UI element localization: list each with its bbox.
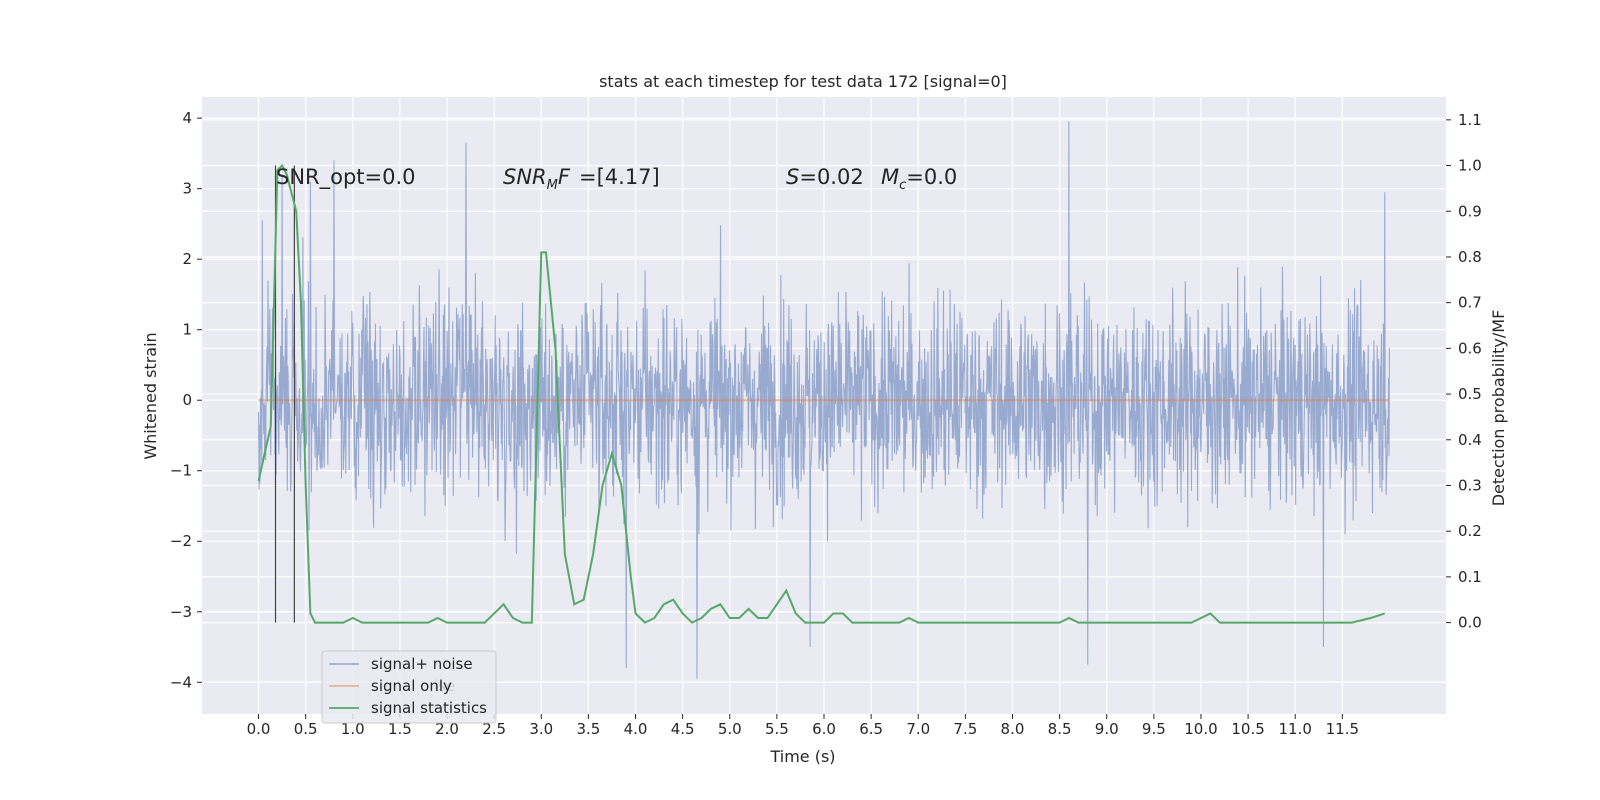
x-tick-label-15: 7.5 [953,720,977,738]
x-tick-label-18: 9.0 [1095,720,1119,738]
x-tick-label-8: 4.0 [624,720,648,738]
y-tick-label-3: −1 [170,462,192,480]
y2-tick-label-11: 1.1 [1458,111,1482,129]
y2-tick-label-8: 0.8 [1458,248,1482,266]
x-tick-label-12: 6.0 [812,720,836,738]
x-tick-label-1: 0.5 [294,720,318,738]
x-tick-label-21: 10.5 [1231,720,1264,738]
y-tick-label-8: 4 [182,109,192,127]
chart-title: stats at each timestep for test data 172… [599,72,1007,91]
y2-tick-label-9: 0.9 [1458,202,1482,220]
x-tick-label-3: 1.5 [388,720,412,738]
annotation-snr-mf-value: =[4.17] [579,165,660,189]
x-tick-label-0: 0.0 [247,720,271,738]
annotation-snr-mf-sub: M [547,178,558,193]
x-tick-label-6: 3.0 [529,720,553,738]
legend-box [321,650,497,724]
annotation-s: S=0.02 [786,165,864,189]
x-tick-label-16: 8.0 [1001,720,1025,738]
y-tick-label-7: 3 [182,180,192,198]
series-signal-statistics [257,163,1386,624]
y2-tick-label-7: 0.7 [1458,294,1482,312]
y2-tick-label-6: 0.6 [1458,339,1482,357]
y-tick-label-6: 2 [182,250,192,268]
x-tick-label-14: 7.0 [906,720,930,738]
x-tick-label-10: 5.0 [718,720,742,738]
y-tick-label-1: −3 [170,603,192,621]
y-tick-label-0: −4 [170,673,192,691]
y-axis-ticks: −4 −3 −2 −1 0 1 2 3 4 [170,109,202,691]
annotation-snr-mf-main: SNR [503,165,547,189]
x-tick-label-20: 10.0 [1184,720,1217,738]
x-tick-label-23: 11.5 [1326,720,1359,738]
annotation-mc: Mc=0.0 [881,165,957,193]
annotation-mc-sub: c [899,178,906,193]
x-tick-label-9: 4.5 [671,720,695,738]
x-tick-label-5: 2.5 [482,720,506,738]
y2-tick-label-4: 0.4 [1458,431,1482,449]
x-axis-label: Time (s) [769,747,835,766]
annotation-s-value: =0.02 [799,165,863,189]
x-tick-label-11: 5.5 [765,720,789,738]
y2-tick-label-3: 0.3 [1458,476,1482,494]
x-tick-label-19: 9.5 [1142,720,1166,738]
legend-ghost-text: ise [434,677,455,695]
y2-axis-ticks: 0.0 0.1 0.2 0.3 0.4 0.5 0.6 0.7 0.8 0.9 1.0 1.1 [1446,111,1482,632]
annotation-snr-mf-f: F [558,165,571,189]
x-axis-ticks: 0.0 0.5 1.0 1.5 2.0 2.5 3.0 3.5 4.0 4.5 5.0 5.5 6.0 6… [247,714,1359,738]
series-signal-noise [258,121,1390,679]
legend-label-signal-statistics: signal statistics [371,699,487,717]
y-tick-label-4: 0 [182,391,192,409]
x-tick-label-2: 1.0 [341,720,365,738]
y-tick-label-2: −2 [170,532,192,550]
y-tick-label-5: 1 [182,321,192,339]
y2-tick-label-10: 1.0 [1458,157,1482,175]
x-tick-label-13: 6.5 [859,720,883,738]
y2-tick-label-2: 0.2 [1458,522,1482,540]
annotation-mc-label: M [881,165,899,189]
x-tick-label-4: 2.0 [435,720,459,738]
annotation-s-label: S [786,165,799,189]
annotation-snr-mf: SNRMF [503,165,571,193]
annotation-snr-opt: SNR_opt=0.0 [276,165,416,190]
y2-axis-label: Detection probability/MF [1489,310,1508,507]
x-tick-label-17: 8.5 [1048,720,1072,738]
legend: signal+ noise ise signal only signal sta… [321,650,497,724]
noise-line [258,121,1390,679]
y2-tick-label-0: 0.0 [1458,614,1482,632]
x-tick-label-22: 11.0 [1279,720,1312,738]
y2-tick-label-1: 0.1 [1458,568,1482,586]
legend-label-signal-only: signal only [371,677,452,695]
x-tick-label-7: 3.5 [576,720,600,738]
annotation-mc-value: =0.0 [906,165,957,189]
signal-statistics-line [257,163,1386,624]
legend-label-signal-noise: signal+ noise [371,655,473,673]
y-axis-label: Whitened strain [141,332,160,459]
y2-tick-label-5: 0.5 [1458,385,1482,403]
